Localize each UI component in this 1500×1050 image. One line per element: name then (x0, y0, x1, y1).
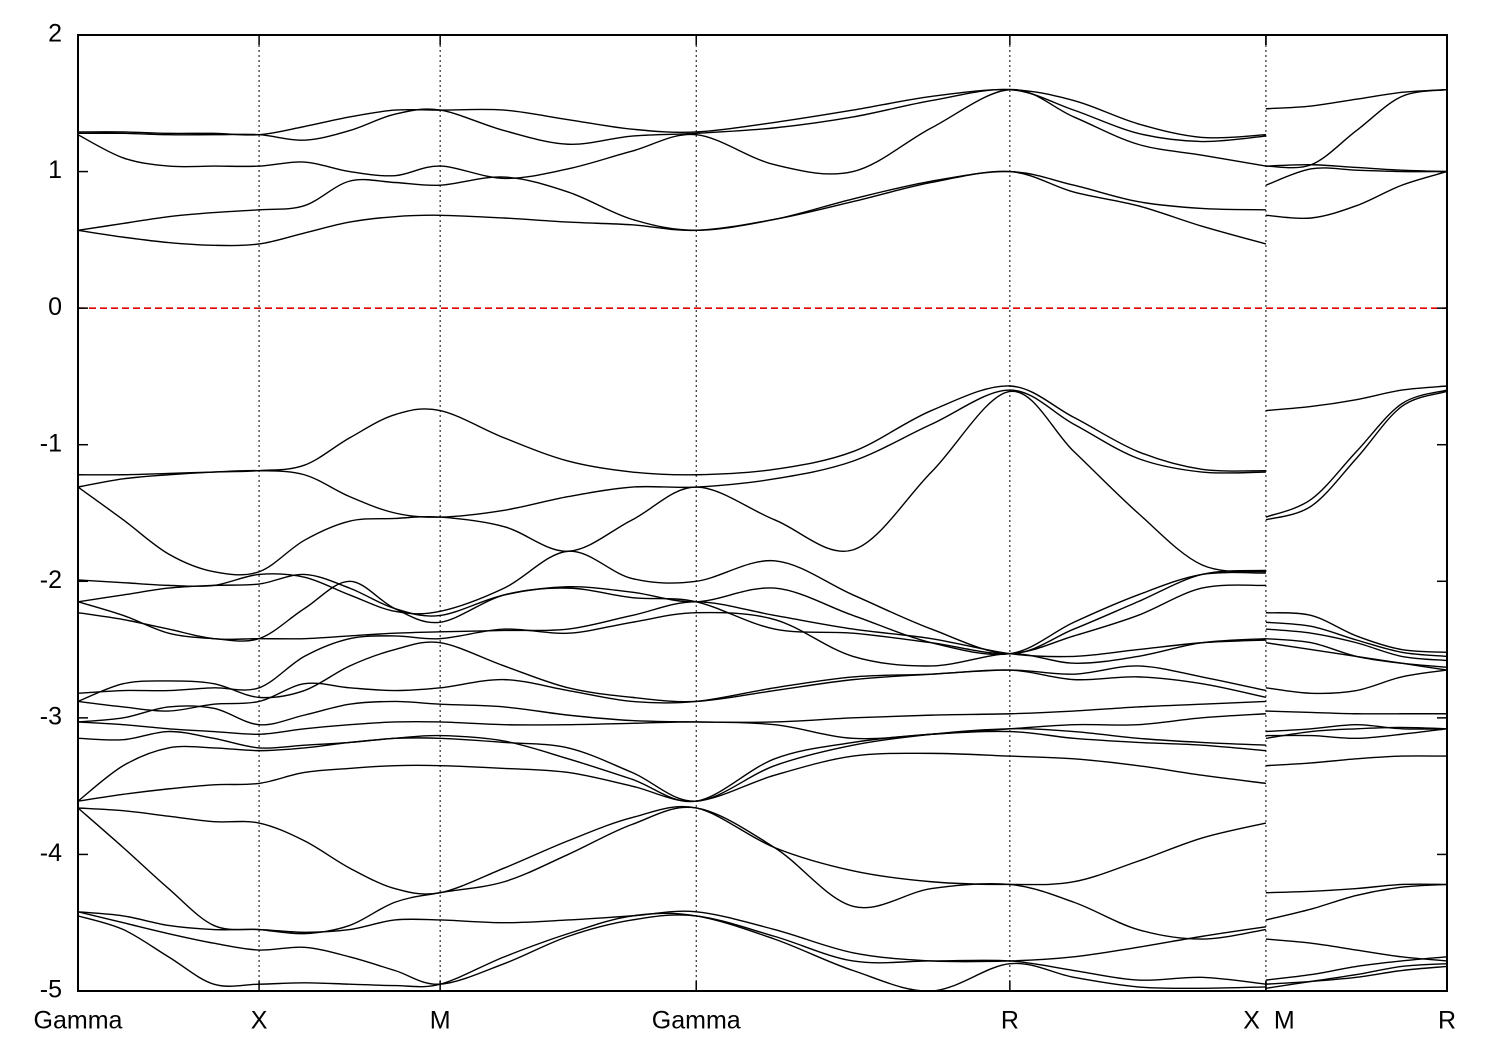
band-line (78, 910, 1447, 981)
x-tick-label: M (430, 1007, 451, 1035)
y-tick-label: 1 (48, 156, 62, 184)
y-tick-label: -5 (40, 976, 62, 1004)
band-line (78, 911, 1447, 989)
band-line (78, 167, 1447, 231)
x-tick-label: Gamma (34, 1007, 123, 1035)
band-line (78, 170, 1447, 247)
band-line (78, 389, 1447, 518)
band-line (78, 571, 1447, 658)
band-line (78, 912, 1447, 991)
band-line (78, 669, 1447, 715)
band-line (78, 728, 1447, 802)
band-line (78, 390, 1447, 576)
x-tick-label: X (251, 1007, 268, 1035)
x-tick-label: Gamma (652, 1007, 741, 1035)
band-line (78, 726, 1447, 803)
band-line (78, 641, 1447, 703)
band-line (78, 752, 1447, 894)
band-line (78, 611, 1447, 694)
band-line (78, 580, 1447, 662)
y-tick-label: 0 (48, 293, 62, 321)
y-tick-label: 2 (48, 20, 62, 48)
plot-lines (78, 88, 1447, 991)
band-line (78, 805, 1447, 921)
x-tick-label: M (1274, 1007, 1295, 1035)
y-tick-label: -4 (40, 839, 62, 867)
x-tick-label: R (1001, 1007, 1019, 1035)
x-tick-label: X (1243, 1007, 1260, 1035)
plot-frame (77, 34, 1448, 992)
y-tick-label: -2 (40, 566, 62, 594)
y-tick-label: -3 (40, 702, 62, 730)
band-line (78, 700, 1447, 733)
band-line (78, 88, 1447, 180)
y-tick-label: -1 (40, 429, 62, 457)
band-line (78, 713, 1447, 740)
x-tick-label: R (1438, 1007, 1456, 1035)
band-line (78, 550, 1447, 655)
band-line (78, 88, 1447, 173)
